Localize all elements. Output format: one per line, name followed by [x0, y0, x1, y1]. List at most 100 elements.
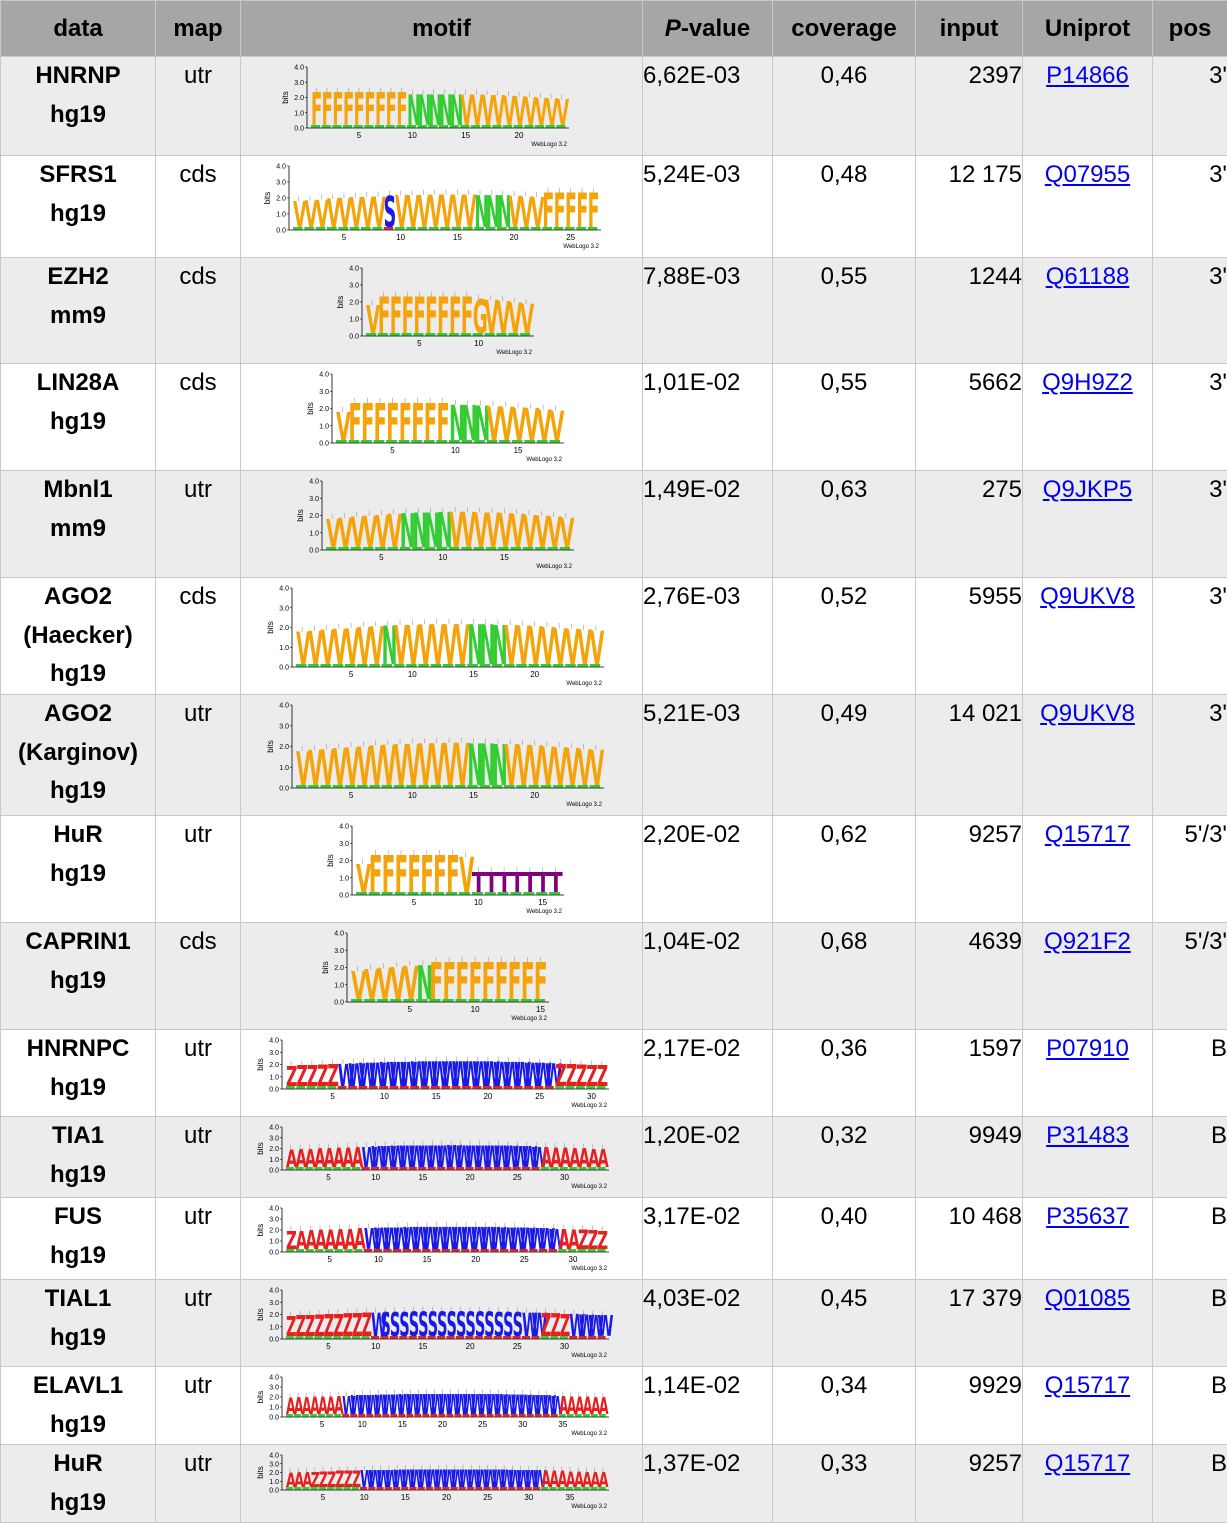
logo-letter: F [508, 953, 522, 1012]
logo-minor-letter [380, 1336, 388, 1339]
logo-letter: F [456, 953, 470, 1012]
logo-minor-letter [344, 1249, 352, 1252]
logo-x-tick-label: 30 [569, 1255, 578, 1264]
logo-y-tick-label: 2.0 [269, 1146, 279, 1153]
uniprot-link[interactable]: P35637 [1046, 1203, 1129, 1230]
logo-minor-letter [599, 1487, 606, 1490]
cell-input: 1244 [916, 258, 1023, 364]
logo-minor-letter [362, 1336, 370, 1339]
cell-input: 12 175 [916, 156, 1023, 258]
logo-y-tick-label: 2.0 [319, 406, 329, 413]
logo-minor-letter [380, 1167, 388, 1170]
uniprot-link[interactable]: Q9UKV8 [1040, 583, 1135, 610]
logo-minor-letter [386, 125, 395, 128]
cell-map: cds [156, 258, 241, 364]
logo-minor-letter [437, 333, 447, 336]
logo-minor-letter [293, 227, 303, 230]
uniprot-link[interactable]: Q921F2 [1044, 928, 1131, 955]
cell-coverage: 0,34 [773, 1367, 916, 1445]
logo-minor-letter [590, 664, 600, 667]
logo-minor-letter [541, 785, 551, 788]
logo-minor-letter [400, 1086, 409, 1089]
logo-minor-letter [498, 892, 509, 895]
logo-minor-letter [455, 785, 465, 788]
logo-minor-letter [388, 547, 398, 550]
logo-letter: F [461, 287, 473, 345]
cell-uniprot: Q01085 [1023, 1280, 1153, 1367]
logo-minor-letter [333, 785, 343, 788]
logo-x-tick-label: 5 [417, 339, 422, 348]
logo-y-label: bits [296, 509, 305, 521]
logo-y-tick-label: 1.0 [269, 1479, 279, 1486]
logo-minor-letter [316, 227, 326, 230]
logo-x-tick-label: 10 [474, 898, 483, 907]
logo-minor-letter [338, 1086, 347, 1089]
data-line: hg19 [1, 1319, 155, 1358]
uniprot-link[interactable]: Q01085 [1045, 1285, 1130, 1312]
cell-coverage: 0,40 [773, 1198, 916, 1280]
logo-minor-letter [333, 1336, 341, 1339]
logo-letter: F [408, 846, 422, 905]
uniprot-link[interactable]: Q15717 [1045, 1450, 1130, 1477]
uniprot-link[interactable]: Q15717 [1045, 821, 1130, 848]
logo-letter: V [590, 740, 605, 797]
logo-minor-letter [474, 440, 485, 443]
logo-minor-letter [437, 1336, 445, 1339]
logo-minor-letter [327, 1086, 336, 1089]
logo-minor-letter [410, 1086, 419, 1089]
logo-minor-letter [519, 1414, 526, 1417]
uniprot-link[interactable]: P07910 [1046, 1035, 1129, 1062]
uniprot-link[interactable]: Q9JKP5 [1043, 476, 1132, 503]
logo-minor-letter [429, 227, 439, 230]
logo-y-tick-label: 3.0 [269, 1217, 279, 1224]
logo-letter: Z [597, 1061, 609, 1093]
logo-letter: F [361, 394, 374, 453]
uniprot-link[interactable]: Q9H9Z2 [1042, 369, 1133, 396]
cell-uniprot: P14866 [1023, 57, 1153, 156]
logo-minor-letter [493, 1086, 502, 1089]
logo-minor-letter [379, 1086, 388, 1089]
logo-credit: WebLogo 3.2 [571, 1266, 607, 1272]
uniprot-link[interactable]: Q61188 [1046, 263, 1130, 290]
logo-minor-letter [495, 1414, 502, 1417]
logo-minor-letter [294, 1487, 301, 1490]
logo-y-tick-label: 0.0 [269, 1415, 279, 1422]
uniprot-link[interactable]: Q15717 [1045, 1372, 1130, 1399]
logo-minor-letter [308, 785, 318, 788]
uniprot-link[interactable]: Q07955 [1045, 161, 1130, 188]
logo-minor-letter [482, 999, 493, 1002]
logo-minor-letter [351, 999, 362, 1002]
logo-minor-letter [416, 999, 427, 1002]
logo-x-tick-label: 10 [374, 1255, 383, 1264]
logo-minor-letter [441, 1086, 450, 1089]
logo-minor-letter [485, 892, 496, 895]
uniprot-link[interactable]: P14866 [1046, 62, 1129, 89]
header-pvalue: P-value [643, 1, 773, 57]
logo-minor-letter [456, 1167, 464, 1170]
cell-coverage: 0,62 [773, 816, 916, 923]
logo-minor-letter [364, 1249, 372, 1252]
cell-pvalue: 1,49E-02 [643, 471, 773, 578]
logo-minor-letter [497, 227, 507, 230]
logo-minor-letter [465, 1167, 473, 1170]
logo-credit: WebLogo 3.2 [571, 1103, 607, 1109]
cell-uniprot: Q15717 [1023, 1367, 1153, 1445]
cell-map: utr [156, 816, 241, 923]
data-line: hg19 [1, 855, 155, 894]
cell-input: 2397 [916, 57, 1023, 156]
logo-minor-letter [524, 1086, 533, 1089]
uniprot-link[interactable]: Q9UKV8 [1040, 700, 1135, 727]
logo-x-tick-label: 20 [515, 131, 524, 140]
cell-input: 9929 [916, 1367, 1023, 1445]
header-uniprot: Uniprot [1023, 1, 1153, 57]
logo-minor-letter [327, 1487, 334, 1490]
logo-x-tick-label: 5 [349, 670, 354, 679]
logo-x-tick-label: 5 [412, 898, 417, 907]
uniprot-link[interactable]: P31483 [1046, 1122, 1129, 1149]
